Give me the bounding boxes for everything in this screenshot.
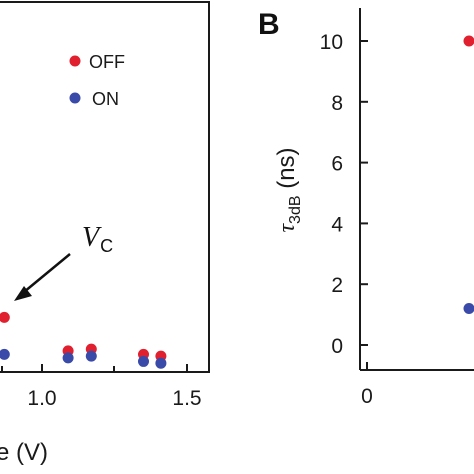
data-point-on (0, 348, 10, 360)
y-tick-label: 6 (331, 153, 343, 176)
x-tick-label: 1.0 (27, 387, 56, 410)
data-point-on (463, 303, 474, 315)
y-axis-label-tau: τ (274, 223, 300, 233)
x-tick-label: 0 (361, 385, 373, 408)
annotation-v: V (82, 222, 102, 253)
panel-letter-b: B (258, 8, 280, 41)
legend-marker-on (69, 92, 81, 104)
y-tick-label: 8 (331, 92, 343, 115)
panel-a-data-points (0, 311, 167, 369)
data-point-on (85, 350, 97, 362)
data-point-off (0, 311, 10, 323)
y-tick-label: 0 (331, 335, 343, 358)
y-tick-label: 4 (331, 213, 343, 236)
panel-b-y-ticks: 0 2 4 6 8 10 (320, 31, 368, 358)
data-point-off (463, 35, 474, 47)
annotation-vc: VC (82, 222, 113, 256)
panel-b: B 0 0 2 4 6 8 10 τ3dB (ns) (258, 8, 474, 408)
data-point-on (62, 352, 74, 364)
x-tick-label: 1.5 (172, 387, 201, 410)
y-tick-label: 10 (320, 31, 343, 54)
annotation-arrow-shaft (23, 253, 71, 293)
y-axis-label: τ3dB (ns) (273, 147, 304, 232)
legend-marker-off (69, 55, 81, 67)
annotation-arrow-head (14, 286, 32, 301)
y-axis-label-unit: (ns) (273, 147, 300, 195)
y-tick-label: 2 (331, 274, 343, 297)
legend-label-off: OFF (89, 52, 125, 72)
panel-b-data-points (463, 35, 474, 315)
data-point-on (138, 355, 149, 367)
data-point-on (155, 357, 167, 369)
y-axis-label-subscript: 3dB (287, 195, 304, 223)
panel-a: 1.0 1.5 e (V) OFF ON VC (0, 1, 210, 466)
annotation-subscript: C (100, 236, 113, 256)
x-axis-label: e (V) (0, 439, 48, 466)
legend-label-on: ON (92, 89, 119, 109)
panel-a-frame (0, 1, 210, 373)
